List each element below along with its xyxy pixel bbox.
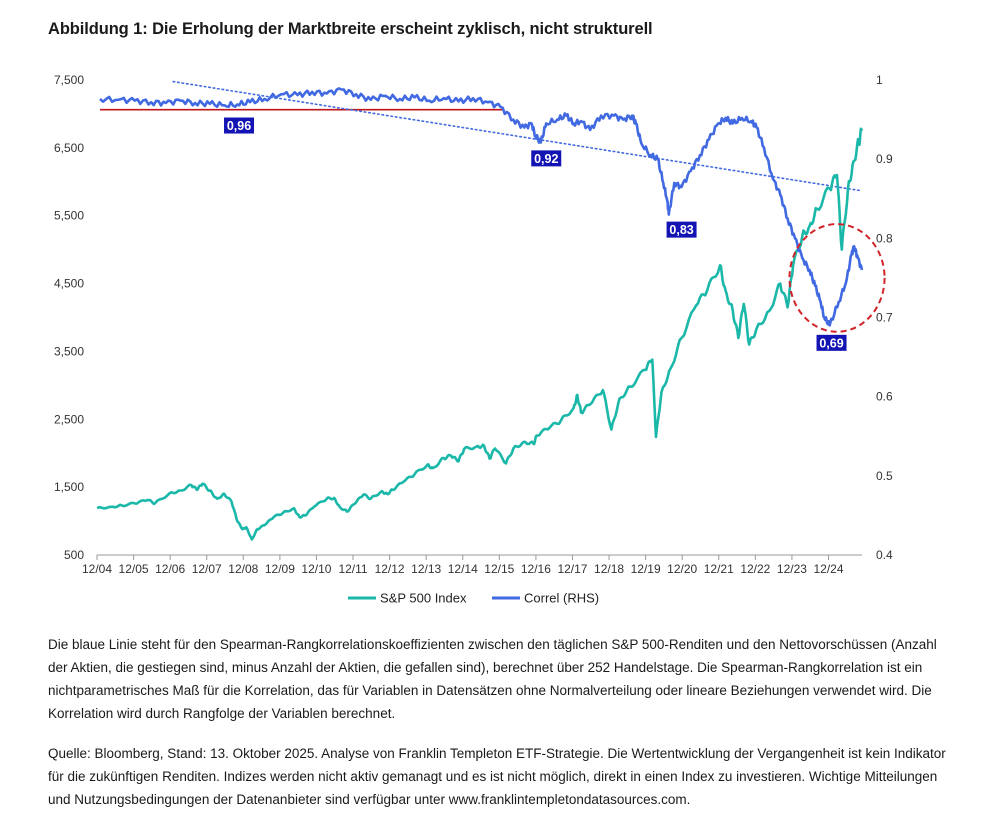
y-left-tick-label: 3,500 xyxy=(54,344,84,358)
line-chart: 12/04 12/05 12/06 12/07 12/08 12/09 12/10 12/11… xyxy=(54,73,893,606)
sp500-series-line xyxy=(96,127,864,541)
chart-annotations: 0,96 0,92 0,83 0,69 xyxy=(224,117,886,351)
value-callout-box xyxy=(224,117,255,134)
y-left-tick-label: 1,500 xyxy=(54,480,84,494)
y-left-tick-label: 5,500 xyxy=(54,209,84,223)
y-left-tick-label: 4,500 xyxy=(54,277,84,291)
x-tick-label: 12/22 xyxy=(740,562,770,576)
chart-series xyxy=(96,87,864,541)
x-tick-label: 12/20 xyxy=(667,562,697,576)
x-tick-label: 12/23 xyxy=(777,562,807,576)
y-right-tick-label: 0.5 xyxy=(876,469,893,483)
x-tick-label: 12/05 xyxy=(119,562,149,576)
x-tick-label: 12/10 xyxy=(301,562,331,576)
x-tick-label: 12/12 xyxy=(375,562,405,576)
x-tick-label: 12/09 xyxy=(265,562,295,576)
source-note: Quelle: Bloomberg, Stand: 13. Oktober 20… xyxy=(48,746,946,807)
value-callout-box xyxy=(666,221,697,238)
y-right-tick-label: 0.7 xyxy=(876,311,893,325)
x-tick-label: 12/16 xyxy=(521,562,551,576)
chart-overlays xyxy=(100,80,863,192)
x-tick-label: 12/06 xyxy=(155,562,185,576)
x-tick-label: 12/19 xyxy=(631,562,661,576)
y-right-tick-label: 0.9 xyxy=(876,152,893,166)
value-callout-label: 0,83 xyxy=(669,223,693,237)
x-tick-label: 12/18 xyxy=(594,562,624,576)
x-tick-label: 12/14 xyxy=(448,562,478,576)
x-tick-label: 12/04 xyxy=(82,562,112,576)
chart-title: Abbildung 1: Die Erholung der Marktbreit… xyxy=(48,20,653,38)
x-tick-label: 12/17 xyxy=(557,562,587,576)
x-tick-label: 12/11 xyxy=(338,562,367,576)
value-callout-box xyxy=(816,334,847,351)
chart-description-note: Die blaue Linie steht für den Spearman-R… xyxy=(48,637,937,721)
x-tick-label: 12/13 xyxy=(411,562,441,576)
y-left-tick-label: 2,500 xyxy=(54,412,84,426)
value-callout-label: 0,92 xyxy=(534,152,558,166)
y-left-tick-label: 7,500 xyxy=(54,73,84,87)
value-callout-label: 0,96 xyxy=(227,119,251,133)
y-right-tick-label: 0.6 xyxy=(876,390,893,404)
y-right-tick-label: 1 xyxy=(876,73,883,87)
x-tick-label: 12/07 xyxy=(192,562,222,576)
trend-line-dotted xyxy=(172,80,863,192)
value-callout-label: 0,69 xyxy=(819,336,843,350)
y-right-tick-label: 0.4 xyxy=(876,548,893,562)
x-tick-label: 12/08 xyxy=(228,562,258,576)
y-right-tick-label: 0.8 xyxy=(876,231,893,245)
highlight-ellipse xyxy=(788,223,886,333)
x-tick-label: 12/21 xyxy=(704,562,734,576)
x-tick-label: 12/24 xyxy=(813,562,843,576)
value-callout-box xyxy=(531,150,562,167)
chart-legend: S&P 500 Index Correl (RHS) xyxy=(348,591,599,606)
y-left-tick-label: 500 xyxy=(64,548,84,562)
correl-series-line xyxy=(99,87,864,327)
legend-label: S&P 500 Index xyxy=(380,591,467,606)
y-left-tick-label: 6,500 xyxy=(54,141,84,155)
legend-label: Correl (RHS) xyxy=(524,591,599,606)
x-tick-label: 12/15 xyxy=(484,562,514,576)
chart-axes: 12/04 12/05 12/06 12/07 12/08 12/09 12/10 12/11… xyxy=(54,73,893,576)
